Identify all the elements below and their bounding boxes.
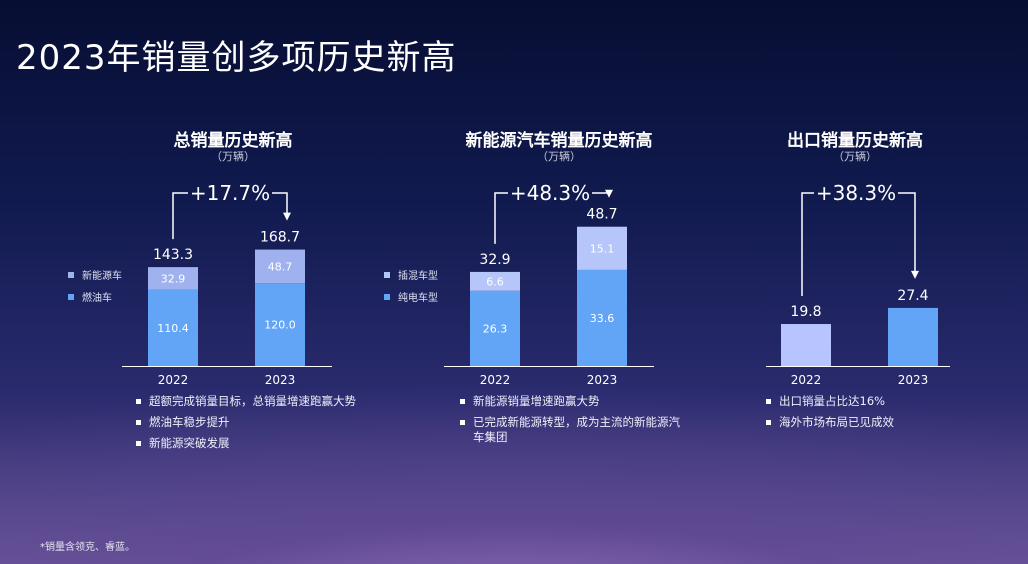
bar-total-label: 27.4	[897, 288, 928, 304]
panel-unit: （万辆）	[537, 150, 581, 163]
bar-segment	[470, 290, 520, 366]
growth-label: +17.7%	[190, 181, 270, 205]
x-tick-label: 2022	[791, 373, 822, 387]
bar-value-label: 32.9	[161, 272, 186, 285]
bar-value-label: 26.3	[483, 322, 508, 335]
panel-unit: （万辆）	[833, 150, 877, 163]
panel-title: 总销量历史新高	[173, 131, 293, 151]
bar-segment	[470, 271, 520, 291]
growth-bracket-left	[494, 192, 508, 244]
bar-segment	[148, 267, 198, 290]
growth-bracket-right	[272, 192, 288, 216]
bar-total-label: 143.3	[153, 247, 193, 263]
arrow-head-icon	[911, 270, 919, 279]
bullet-icon	[460, 399, 465, 404]
note-item: 新能源突破发展	[136, 436, 396, 451]
legend-swatch	[68, 271, 74, 278]
export-sales-chart: 19.8 2022 27.4 2023 +38.3%	[766, 181, 950, 387]
footnote: *销量含领克、睿蓝。	[40, 542, 135, 553]
note-item: 超额完成销量目标，总销量增速跑赢大势	[136, 394, 396, 409]
bullet-icon	[460, 420, 465, 425]
bar-value-label: 48.7	[268, 260, 293, 273]
bullet-icon	[136, 399, 141, 404]
bar	[781, 324, 831, 366]
bar-total-label: 32.9	[479, 252, 510, 268]
chart-legend: 新能源车 燃油车	[68, 268, 122, 312]
x-tick-label: 2023	[265, 373, 296, 387]
chart-legend: 插混车型 纯电车型	[384, 268, 438, 312]
notes-list: 超额完成销量目标，总销量增速跑赢大势 燃油车稳步提升 新能源突破发展	[136, 394, 396, 457]
bar	[888, 307, 938, 366]
bar-segment	[577, 226, 627, 270]
bar-value-label: 110.4	[157, 322, 189, 335]
note-item: 已完成新能源转型，成为主流的新能源汽车集团	[460, 415, 690, 445]
note-text: 新能源突破发展	[149, 436, 230, 450]
x-tick-label: 2023	[898, 373, 929, 387]
legend-swatch	[384, 271, 390, 278]
x-tick-label: 2022	[480, 373, 511, 387]
bar-segment	[255, 283, 305, 366]
legend-label: 新能源车	[82, 271, 122, 282]
growth-bracket-right	[898, 192, 916, 274]
export-sales-panel: 出口销量历史新高 （万辆） 19.8 2022 27.4 2023 +38.3% 出口销…	[690, 118, 1020, 498]
panel-title: 新能源汽车销量历史新高	[465, 131, 653, 151]
legend-label: 燃油车	[82, 293, 112, 304]
panel-title: 出口销量历史新高	[787, 131, 923, 151]
bar-total-label: 168.7	[260, 230, 300, 246]
note-text: 新能源销量增速跑赢大势	[473, 394, 600, 408]
legend-item-nev: 新能源车	[68, 268, 122, 282]
growth-label: +38.3%	[816, 181, 896, 205]
nev-sales-panel: 新能源汽车销量历史新高 （万辆） 26.3 6.6 32.9 2022 33.6 15.1…	[384, 118, 714, 498]
note-text: 燃油车稳步提升	[149, 415, 230, 429]
bar-value-label: 33.6	[590, 312, 615, 325]
bullet-icon	[766, 420, 771, 425]
legend-label: 插混车型	[398, 271, 438, 282]
nev-sales-chart: 26.3 6.6 32.9 2022 33.6 15.1 48.7 2023 +48.3%	[444, 181, 654, 387]
notes-list: 出口销量占比达16% 海外市场布局已见成效	[766, 394, 996, 436]
total-sales-panel: 总销量历史新高 （万辆） 110.4 32.9 143.3 2022 120.0 48.7…	[68, 118, 398, 498]
page-title: 2023年销量创多项历史新高	[16, 38, 457, 78]
legend-item-bev: 纯电车型	[384, 290, 438, 304]
legend-item-phev: 插混车型	[384, 268, 438, 282]
arrow-head-icon	[605, 189, 613, 198]
panel-unit: （万辆）	[211, 150, 255, 163]
legend-item-ice: 燃油车	[68, 290, 122, 304]
notes-list: 新能源销量增速跑赢大势 已完成新能源转型，成为主流的新能源汽车集团	[460, 394, 690, 451]
bullet-icon	[766, 399, 771, 404]
bar-segment	[148, 289, 198, 366]
x-tick-label: 2022	[158, 373, 189, 387]
arrow-head-icon	[283, 212, 291, 221]
bullet-icon	[136, 420, 141, 425]
bar-segment	[255, 249, 305, 284]
note-item: 燃油车稳步提升	[136, 415, 396, 430]
bar-segment	[577, 269, 627, 366]
growth-bracket-left	[172, 192, 188, 240]
legend-swatch	[384, 293, 390, 300]
bar-value-label: 6.6	[486, 275, 504, 288]
bar-value-label: 15.1	[590, 242, 615, 255]
legend-label: 纯电车型	[398, 293, 438, 304]
bar-total-label: 48.7	[586, 207, 617, 223]
note-text: 已完成新能源转型，成为主流的新能源汽车集团	[473, 415, 680, 444]
growth-bracket-left	[801, 192, 814, 297]
note-item: 新能源销量增速跑赢大势	[460, 394, 690, 409]
x-tick-label: 2023	[587, 373, 618, 387]
note-text: 海外市场布局已见成效	[779, 415, 894, 429]
note-item: 出口销量占比达16%	[766, 394, 996, 409]
growth-label: +48.3%	[510, 181, 590, 205]
total-sales-chart: 110.4 32.9 143.3 2022 120.0 48.7 168.7 2023 +17.…	[122, 181, 332, 387]
note-text: 超额完成销量目标，总销量增速跑赢大势	[149, 394, 356, 408]
legend-swatch	[68, 293, 74, 300]
note-item: 海外市场布局已见成效	[766, 415, 996, 430]
bar-value-label: 120.0	[264, 319, 296, 332]
note-text: 出口销量占比达16%	[779, 394, 886, 408]
bullet-icon	[136, 441, 141, 446]
bar-total-label: 19.8	[790, 304, 821, 320]
